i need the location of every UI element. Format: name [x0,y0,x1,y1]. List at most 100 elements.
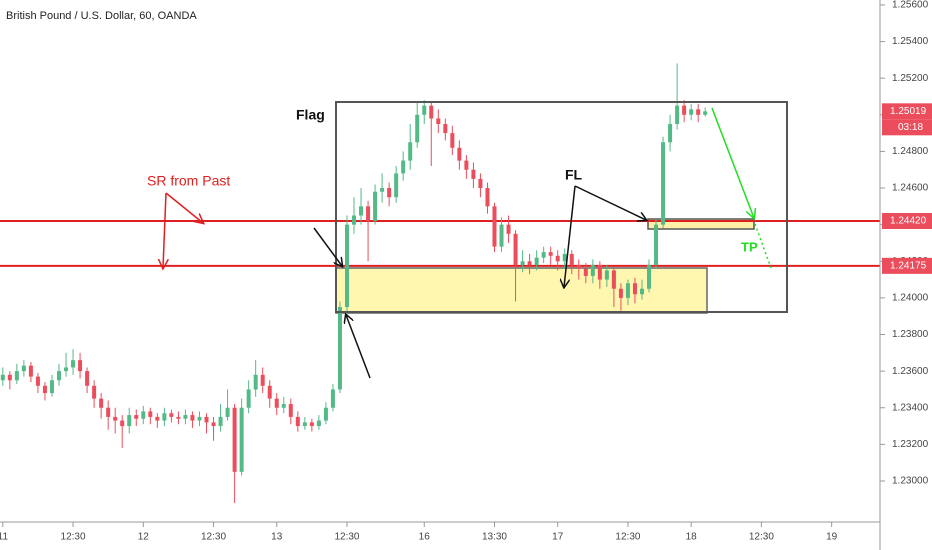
y-tick-label: 1.25200 [892,73,929,84]
candle-body [555,255,560,262]
candle-body [28,365,33,377]
candle-body [155,416,160,421]
candle-body [696,109,701,115]
candle-body [337,307,342,390]
arrow [574,185,646,220]
candle-body [78,360,83,372]
candle-body [162,413,167,421]
candle-body [7,374,12,381]
candle-body [49,380,54,394]
candle-body [457,147,462,161]
candle-body [211,422,216,427]
candle-body [309,422,314,427]
arrow [564,185,576,287]
candle-body [204,416,209,423]
candle-body [366,206,371,221]
candle-body [485,188,490,207]
x-tick-label: 12:30 [749,532,774,543]
x-tick-label: 13:30 [482,532,507,543]
x-tick-label: 12:30 [615,532,640,543]
candle-body [618,288,623,298]
candle-body [471,169,476,179]
candle-body [359,206,364,216]
y-tick-label: 1.23800 [892,329,929,340]
candle-body [422,105,427,115]
fl-label: FL [565,167,583,183]
candle-body [225,407,230,417]
chart-title: British Pound / U.S. Dollar, 60, OANDA [6,10,197,22]
candle-body [71,360,76,368]
price-label-box [882,103,932,120]
price-label-box [882,257,932,274]
countdown-box [882,119,932,136]
y-tick-label: 1.25400 [892,36,929,47]
drawings: Flag SR from Past FL TP British Pound / … [6,10,788,379]
candle-body [478,178,483,189]
candle-body [583,268,588,276]
tp-label: TP [741,239,758,254]
candle-body [703,111,708,115]
candle-body [569,253,574,265]
candle-body [562,253,567,262]
candle-body [429,105,434,119]
candle-body [541,252,546,258]
candle-body [190,415,195,421]
candle-body [548,252,553,256]
candle-body [344,224,349,308]
candle-body [464,160,469,170]
candle-body [443,123,448,134]
price-label: 1.24420 [890,216,927,227]
countdown: 03:18 [898,122,923,133]
candle-body [647,264,652,289]
x-tick-label: 19 [826,532,838,543]
candle-body [85,371,90,386]
y-tick-label: 1.23000 [892,476,929,487]
candle-body [534,257,539,265]
candle-body [92,385,97,399]
candle-body [401,160,406,174]
candle-body [64,367,69,372]
candle-body [373,191,378,221]
candle-body [141,411,146,419]
candle-body [0,374,5,381]
candle-body [42,385,47,394]
entry-zone [647,218,755,230]
candle-body [232,407,237,472]
x-tick-label: 17 [552,532,564,543]
candle-body [576,264,581,269]
arrow [313,227,342,266]
candle-body [415,114,420,143]
candle-body [253,374,258,390]
candle-body [239,407,244,472]
arrow [163,192,166,268]
x-tick-label: 18 [686,532,698,543]
candles [0,63,708,503]
candle-body [295,416,300,427]
candle-body [99,398,104,408]
x-tick-label: 13 [271,532,283,543]
candle-body [218,416,223,427]
candle-body [169,413,174,417]
candle-body [682,105,687,115]
candle-body [611,270,616,289]
candle-body [197,416,202,421]
x-tick-label: 12:30 [334,532,359,543]
candle-body [323,407,328,421]
candle-body [506,224,511,234]
arrow [711,107,754,218]
price-label: 1.25019 [890,106,927,117]
candle-body [281,404,286,408]
candle-body [134,415,139,419]
candle-body [513,233,518,265]
candle-body [654,224,659,265]
candle-body [14,371,19,381]
candle-body [394,173,399,198]
arrow [165,192,203,223]
flag-zone [335,267,708,314]
candle-body [689,109,694,115]
candle-body [527,261,532,265]
x-tick-label: 12:30 [61,532,86,543]
candle-body [176,416,181,419]
candle-body [106,407,111,417]
